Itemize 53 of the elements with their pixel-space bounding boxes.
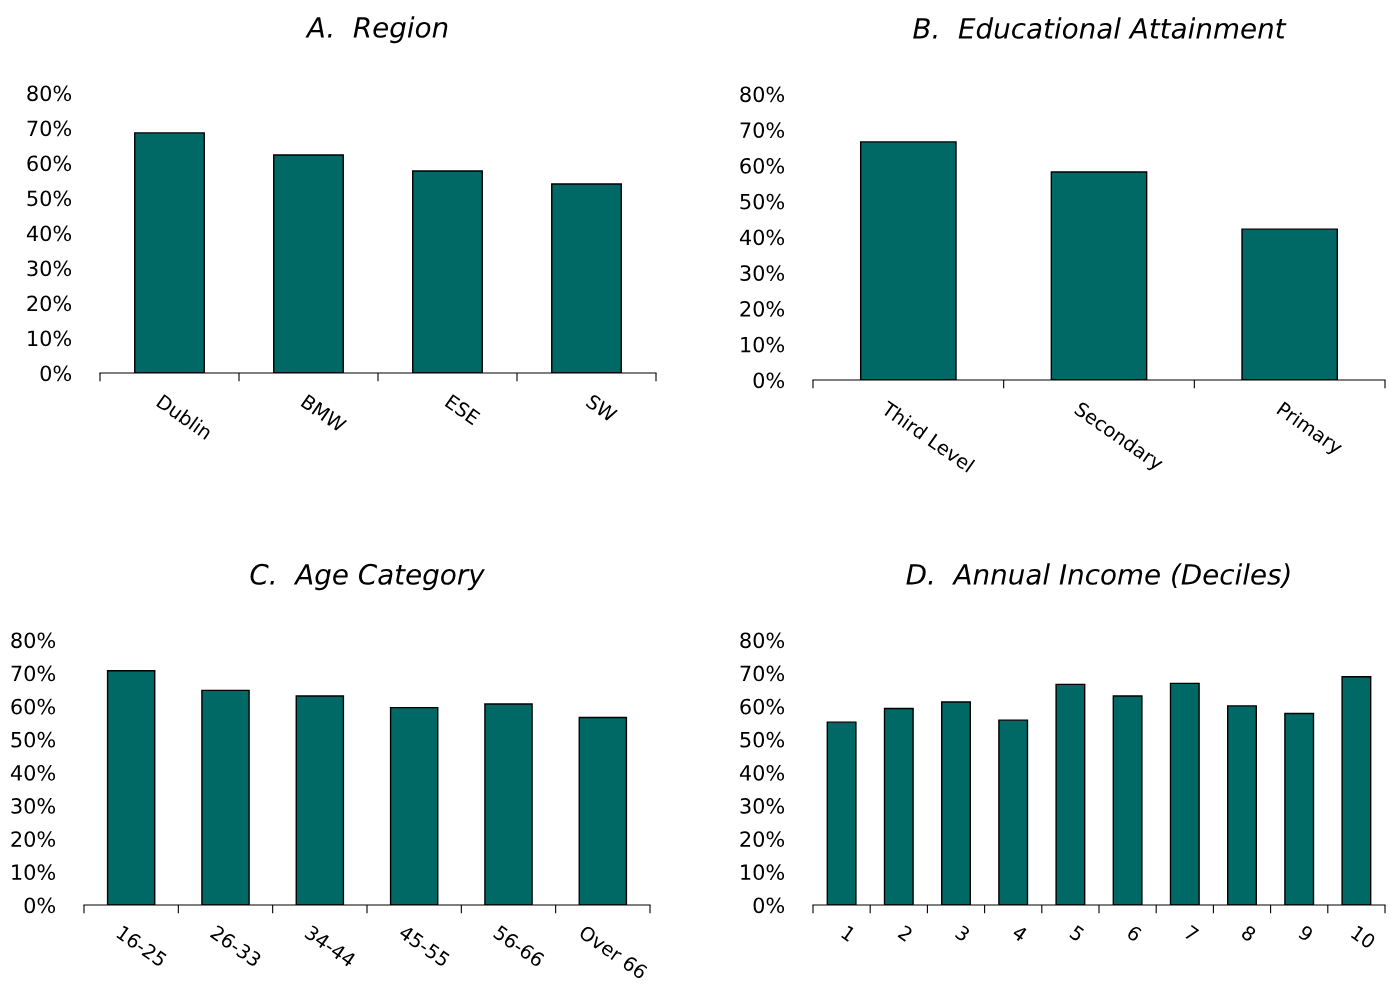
y-tick-label: 40% xyxy=(26,225,72,242)
y-tick-label: 40% xyxy=(739,229,785,246)
chart-title: C. Age Category xyxy=(250,563,485,591)
chart-title: A. Region xyxy=(305,16,448,44)
x-tick-label: 7 xyxy=(1183,924,1200,942)
y-tick-label: 50% xyxy=(27,190,72,207)
x-tick-label: 6 xyxy=(1126,924,1143,943)
y-tick-label: 0% xyxy=(753,897,785,914)
y-tick-label: 0% xyxy=(753,372,785,389)
y-tick-label: 60% xyxy=(740,698,785,715)
x-tick-label: 10 xyxy=(1350,925,1377,950)
x-tick-label: 2 xyxy=(897,924,914,942)
y-tick-label: 10% xyxy=(741,336,785,353)
x-tick-label: 8 xyxy=(1240,924,1257,943)
y-tick-label: 80% xyxy=(740,86,785,103)
y-tick-label: 70% xyxy=(11,665,56,682)
x-tick-label: ESE xyxy=(444,393,481,426)
y-tick-label: 70% xyxy=(740,122,785,138)
y-tick-label: 50% xyxy=(740,731,785,748)
y-tick-label: 70% xyxy=(740,665,785,682)
y-tick-label: 30% xyxy=(27,260,72,277)
x-tick-label: 5 xyxy=(1069,924,1085,942)
y-tick-label: 10% xyxy=(28,330,72,347)
y-tick-label: 30% xyxy=(740,265,785,281)
y-tick-label: 10% xyxy=(741,864,785,881)
y-tick-label: 60% xyxy=(740,157,785,174)
y-tick-label: 80% xyxy=(740,632,785,649)
y-tick-label: 50% xyxy=(11,731,56,748)
y-tick-label: 30% xyxy=(11,798,56,814)
y-tick-label: 40% xyxy=(739,764,785,781)
y-tick-label: 0% xyxy=(40,365,72,382)
y-tick-label: 60% xyxy=(11,698,56,715)
y-tick-label: 60% xyxy=(27,155,72,172)
x-tick-label: SW xyxy=(585,393,619,423)
x-tick-label: 1 xyxy=(840,925,856,942)
y-tick-label: 0% xyxy=(24,897,56,914)
x-tick-label: 4 xyxy=(1011,924,1029,943)
y-tick-label: 20% xyxy=(740,300,785,317)
y-tick-label: 70% xyxy=(27,120,72,137)
x-tick-label: Over 66 xyxy=(578,924,649,980)
y-tick-label: 20% xyxy=(740,831,785,847)
y-tick-label: 30% xyxy=(740,798,785,814)
x-tick-label: 9 xyxy=(1297,924,1315,943)
y-tick-label: 80% xyxy=(11,632,56,649)
y-tick-label: 10% xyxy=(12,864,56,881)
chart-title: D. Annual Income (Deciles) xyxy=(906,563,1290,589)
x-tick-label: 3 xyxy=(954,924,971,943)
y-tick-label: 50% xyxy=(740,193,785,210)
chart-title: B. Educational Attainment xyxy=(913,17,1287,39)
y-tick-label: 80% xyxy=(27,85,72,102)
y-tick-label: 20% xyxy=(11,831,56,847)
y-tick-label: 40% xyxy=(10,764,56,781)
y-tick-label: 20% xyxy=(27,295,72,312)
